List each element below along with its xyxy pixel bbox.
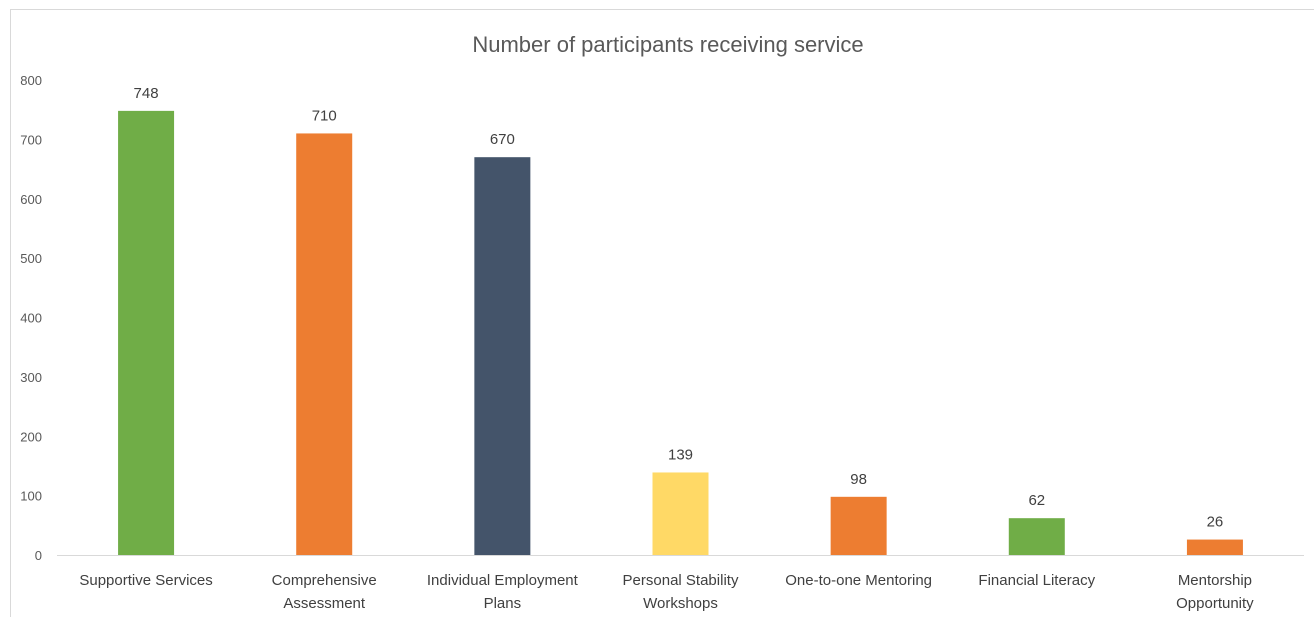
y-tick-label: 800 — [20, 73, 42, 88]
x-category-label: Comprehensive Assessment — [272, 572, 377, 612]
data-label: 98 — [850, 471, 867, 488]
chart-frame-top — [10, 9, 1314, 10]
data-labels-group: 748 710 670 139 98 62 26 — [134, 85, 1224, 531]
x-category-label-line: Financial Literacy — [978, 572, 1095, 589]
bar — [118, 110, 175, 555]
x-category-label-line: Workshops — [643, 595, 718, 612]
x-category-label-line: Mentorship — [1178, 572, 1252, 589]
y-axis-ticks: 0 100 200 300 400 500 600 700 800 — [20, 73, 42, 563]
data-label: 710 — [312, 107, 337, 124]
x-category-label-line: Individual Employment — [427, 572, 579, 589]
x-category-label-line: Comprehensive — [272, 572, 377, 589]
data-label: 26 — [1207, 514, 1224, 531]
data-label: 670 — [490, 131, 515, 148]
bar — [474, 157, 531, 555]
y-tick-label: 300 — [20, 370, 42, 385]
bar — [1186, 539, 1243, 555]
x-category-label: One-to-one Mentoring — [785, 572, 932, 589]
x-category-label-line: Assessment — [283, 595, 366, 612]
y-tick-label: 200 — [20, 429, 42, 444]
y-tick-label: 500 — [20, 251, 42, 266]
bar — [296, 133, 353, 555]
x-category-label-line: Supportive Services — [79, 572, 212, 589]
bars-group — [118, 110, 1243, 555]
x-category-label: Financial Literacy — [978, 572, 1095, 589]
x-category-label: Personal Stability Workshops — [623, 572, 739, 612]
category-labels-group: Supportive Services Comprehensive Assessme… — [79, 572, 1254, 612]
data-label: 748 — [134, 85, 159, 102]
y-tick-label: 0 — [35, 548, 42, 563]
bar — [652, 472, 709, 555]
x-category-label-line: Plans — [484, 595, 522, 612]
x-category-label-line: Personal Stability — [623, 572, 739, 589]
x-category-label: Supportive Services — [79, 572, 212, 589]
y-tick-label: 400 — [20, 311, 42, 326]
y-tick-label: 700 — [20, 132, 42, 147]
bar — [1008, 518, 1065, 555]
chart-title: Number of participants receiving service — [472, 32, 863, 57]
x-category-label: Individual Employment Plans — [427, 572, 579, 612]
x-category-label-line: Opportunity — [1176, 595, 1254, 612]
data-label: 62 — [1028, 492, 1045, 509]
data-label: 139 — [668, 446, 693, 463]
y-tick-label: 600 — [20, 192, 42, 207]
x-category-label: Mentorship Opportunity — [1176, 572, 1254, 612]
chart-frame-left — [10, 9, 11, 617]
y-tick-label: 100 — [20, 489, 42, 504]
bar — [830, 496, 887, 555]
x-category-label-line: One-to-one Mentoring — [785, 572, 932, 589]
